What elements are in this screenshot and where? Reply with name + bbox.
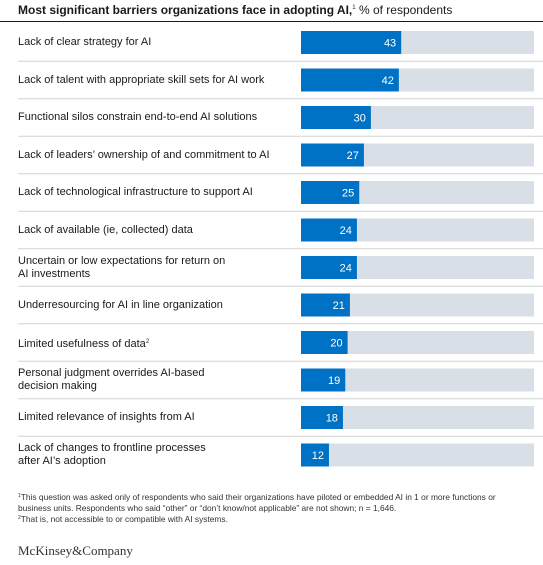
category-label: Limited relevance of insights from AI <box>18 411 195 423</box>
bar-track <box>301 331 534 354</box>
bar-track <box>301 406 534 429</box>
bar <box>301 443 329 467</box>
bar-value-label: 24 <box>340 263 352 275</box>
category-label: Lack of clear strategy for AI <box>18 36 152 48</box>
bar-value-label: 30 <box>354 113 366 125</box>
bar-value-label: 27 <box>347 150 359 162</box>
bar <box>301 68 399 92</box>
bar-track <box>301 368 534 392</box>
footnote-1: 1This question was asked only of respond… <box>18 491 530 513</box>
category-footnote-mark: 2 <box>145 339 150 345</box>
bar-value-label: 25 <box>342 188 354 200</box>
category-label: Lack of available (ie, collected) data <box>18 223 193 236</box>
category-label: Lack of changes to frontline processes af… <box>18 442 206 467</box>
chart-title: Most significant barriers organizations … <box>18 3 538 17</box>
category-label: Limited usefulness of data2 <box>18 338 150 350</box>
bar-value-label: 42 <box>382 75 394 87</box>
bar-track <box>301 443 534 467</box>
bar-track <box>301 293 534 317</box>
bar-value-label: 12 <box>312 450 324 462</box>
mckinsey-logo: McKinsey&Company <box>18 543 133 558</box>
bar-track <box>301 256 534 279</box>
bar-value-label: 21 <box>333 300 345 312</box>
bar <box>301 331 348 354</box>
title-unit: % of respondents <box>355 3 453 17</box>
category-label: Personal judgment overrides AI-based deci… <box>18 367 205 392</box>
title-main: Most significant barriers organizations … <box>18 3 353 17</box>
bar <box>301 31 402 54</box>
bar <box>301 218 357 242</box>
footnotes: 1This question was asked only of respond… <box>18 491 530 525</box>
title-rule <box>0 21 543 22</box>
bar <box>301 256 357 279</box>
footnote-2-text: That is, not accessible to or compatible… <box>20 514 228 524</box>
category-label: Lack of leaders’ ownership of and commit… <box>18 148 270 161</box>
bar <box>301 293 350 317</box>
bar <box>301 368 346 392</box>
footnote-2: 2That is, not accessible to or compatibl… <box>18 513 530 525</box>
bar <box>301 406 343 429</box>
footnote-2-mark: 2 <box>18 515 21 521</box>
bar-value-label: 19 <box>328 375 340 387</box>
bar-value-label: 20 <box>330 338 342 350</box>
category-label: Functional silos constrain end-to-end AI… <box>18 111 258 123</box>
bar-value-label: 24 <box>340 225 352 237</box>
bar <box>301 181 360 204</box>
bar <box>301 106 371 129</box>
bar-value-label: 18 <box>326 413 338 425</box>
category-label: Uncertain or low expectations for return… <box>18 254 226 280</box>
bar-track <box>301 218 534 242</box>
footnote-1-text: This question was asked only of responde… <box>18 492 496 513</box>
category-label: Lack of talent with appropriate skill se… <box>18 73 265 86</box>
category-label: Underresourcing for AI in line organizat… <box>18 298 223 311</box>
footnote-1-mark: 1 <box>18 493 21 499</box>
category-label: Lack of technological infrastructure to … <box>18 186 253 198</box>
bar-chart: 43 42 30 27 25 24 24 21 20 19 18 12 <box>18 31 543 467</box>
bar-value-label: 43 <box>384 38 396 50</box>
bar <box>301 143 364 167</box>
title-footnote-mark: 1 <box>352 5 356 11</box>
